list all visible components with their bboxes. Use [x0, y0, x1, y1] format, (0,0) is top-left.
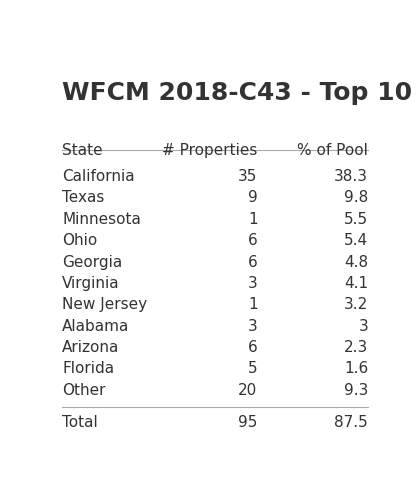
Text: 87.5: 87.5 — [334, 415, 368, 431]
Text: 9.3: 9.3 — [344, 383, 368, 398]
Text: Arizona: Arizona — [62, 340, 120, 355]
Text: 35: 35 — [238, 169, 257, 184]
Text: 1: 1 — [248, 212, 257, 227]
Text: 6: 6 — [248, 340, 257, 355]
Text: California: California — [62, 169, 135, 184]
Text: WFCM 2018-C43 - Top 10 States: WFCM 2018-C43 - Top 10 States — [62, 81, 420, 105]
Text: 95: 95 — [238, 415, 257, 431]
Text: 6: 6 — [248, 233, 257, 248]
Text: 3.2: 3.2 — [344, 297, 368, 312]
Text: 4.8: 4.8 — [344, 255, 368, 270]
Text: New Jersey: New Jersey — [62, 297, 147, 312]
Text: 20: 20 — [238, 383, 257, 398]
Text: 5.4: 5.4 — [344, 233, 368, 248]
Text: Ohio: Ohio — [62, 233, 97, 248]
Text: % of Pool: % of Pool — [297, 143, 368, 158]
Text: Texas: Texas — [62, 190, 105, 206]
Text: 4.1: 4.1 — [344, 276, 368, 291]
Text: 5: 5 — [248, 361, 257, 376]
Text: 3: 3 — [248, 318, 257, 334]
Text: 2.3: 2.3 — [344, 340, 368, 355]
Text: Virginia: Virginia — [62, 276, 120, 291]
Text: 9: 9 — [248, 190, 257, 206]
Text: Other: Other — [62, 383, 106, 398]
Text: 38.3: 38.3 — [334, 169, 368, 184]
Text: State: State — [62, 143, 103, 158]
Text: Alabama: Alabama — [62, 318, 130, 334]
Text: 1.6: 1.6 — [344, 361, 368, 376]
Text: 3: 3 — [248, 276, 257, 291]
Text: Minnesota: Minnesota — [62, 212, 141, 227]
Text: # Properties: # Properties — [162, 143, 257, 158]
Text: Georgia: Georgia — [62, 255, 123, 270]
Text: 5.5: 5.5 — [344, 212, 368, 227]
Text: 9.8: 9.8 — [344, 190, 368, 206]
Text: 6: 6 — [248, 255, 257, 270]
Text: Florida: Florida — [62, 361, 114, 376]
Text: 1: 1 — [248, 297, 257, 312]
Text: Total: Total — [62, 415, 98, 431]
Text: 3: 3 — [359, 318, 368, 334]
